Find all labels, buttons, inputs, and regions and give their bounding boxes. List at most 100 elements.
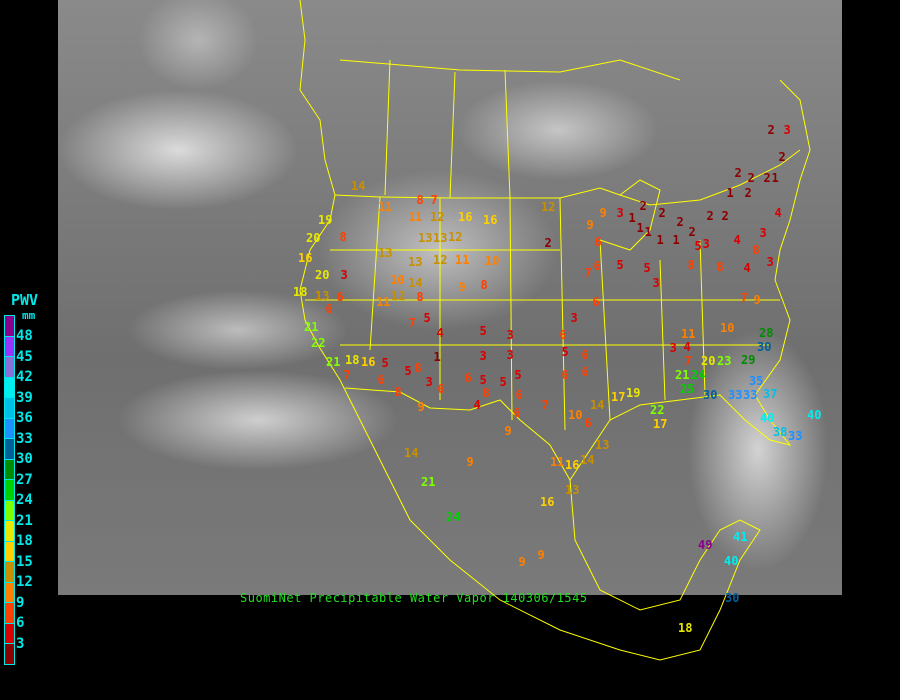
station-value: 5 [404,364,412,378]
station-value: 1 [628,211,636,225]
station-value: 13 [418,231,433,245]
station-value: 9 [599,206,607,220]
station-value: 10 [568,408,583,422]
province-line [504,69,511,199]
station-value: 35 [749,374,764,388]
station-value: 9 [417,400,425,414]
station-value: 14 [404,446,419,460]
station-value: 11 [376,295,391,309]
station-value: 2 [747,171,755,185]
station-value: 40 [760,411,775,425]
legend-swatch [5,398,14,419]
station-value: 5 [479,324,487,338]
province-line [449,71,456,199]
station-value: 5 [514,368,522,382]
station-value: 11 [550,455,565,469]
station-value: 2 [676,215,684,229]
station-value: 24 [446,510,461,524]
legend-label: 24 [16,492,33,508]
station-value: 14 [408,276,423,290]
station-value: 6 [559,328,567,342]
station-value: 6 [561,368,569,382]
station-value: 9 [466,455,474,469]
station-value: 2 [744,186,752,200]
station-value: 6 [513,406,521,420]
station-value: 4 [774,206,782,220]
station-value: 3 [570,311,578,325]
legend-swatch [5,582,14,603]
station-value: 21 [326,355,341,369]
station-value: 18 [293,285,308,299]
legend-swatch [5,521,14,542]
station-value: 6 [581,348,589,362]
station-value: 8 [416,290,424,304]
legend-swatch [5,500,14,521]
satellite-image [58,0,842,595]
station-value: 11 [408,210,423,224]
station-value: 9 [586,218,594,232]
station-value: 6 [584,416,592,430]
station-value: 19 [626,386,641,400]
station-value: 14 [580,453,595,467]
station-value: 7 [408,316,416,330]
station-value: 12 [448,230,463,244]
station-value: 16 [540,495,555,509]
station-value: 4 [473,398,481,412]
station-value: 10 [390,273,405,287]
station-value: 33 [743,388,758,402]
station-value: 7 [343,368,351,382]
station-value: 33 [728,388,743,402]
us-canada-border [334,149,801,206]
station-value: 2 [544,236,552,250]
station-value: 20 [306,231,321,245]
map-caption: SuomiNet Precipitable Water Vapor 140306… [240,591,588,605]
legend-swatch [5,357,14,378]
us-mexico-border [344,387,571,481]
station-value: 30 [725,591,740,605]
station-value: 8 [339,230,347,244]
station-value: 3 [783,123,791,137]
station-value: 6 [464,371,472,385]
station-value: 1 [433,350,441,364]
station-value: 24 [691,368,706,382]
legend-title: PWV [11,291,39,309]
station-value: 2 [778,150,786,164]
station-value: 8 [414,361,422,375]
station-value: 16 [565,458,580,472]
station-value: 3 [506,348,514,362]
legend-label: 36 [16,410,33,426]
station-value: 1 [656,233,664,247]
legend-label: 18 [16,533,33,549]
legend-swatch [5,439,14,460]
station-value: 16 [361,355,376,369]
station-value: 14 [590,398,605,412]
gulf-coastline [569,79,811,481]
station-value: 6 [594,235,602,249]
legend-swatch [5,541,14,562]
legend-swatch [5,459,14,480]
station-value: 2 [706,209,714,223]
station-value: 3 [425,375,433,389]
station-value: 6 [336,290,344,304]
station-value: 20 [315,268,330,282]
legend-swatch [5,480,14,501]
legend-label: 15 [16,553,33,570]
station-value: 13 [433,231,448,245]
state-line [599,239,611,421]
station-value: 5 [561,345,569,359]
station-value: 2 [734,166,742,180]
station-value: 14 [351,179,366,193]
station-value: 3 [669,341,677,355]
station-value: 16 [483,213,498,227]
station-value: 2 [767,123,775,137]
legend-swatch [5,336,14,357]
station-value: 9 [458,280,466,294]
legend-label: 30 [16,451,33,467]
station-value: 21 [675,368,690,382]
state-line [559,197,566,431]
station-value: 3 [616,206,624,220]
station-value: 4 [733,233,741,247]
station-value: 2 [688,225,696,239]
station-value: 5 [423,311,431,325]
